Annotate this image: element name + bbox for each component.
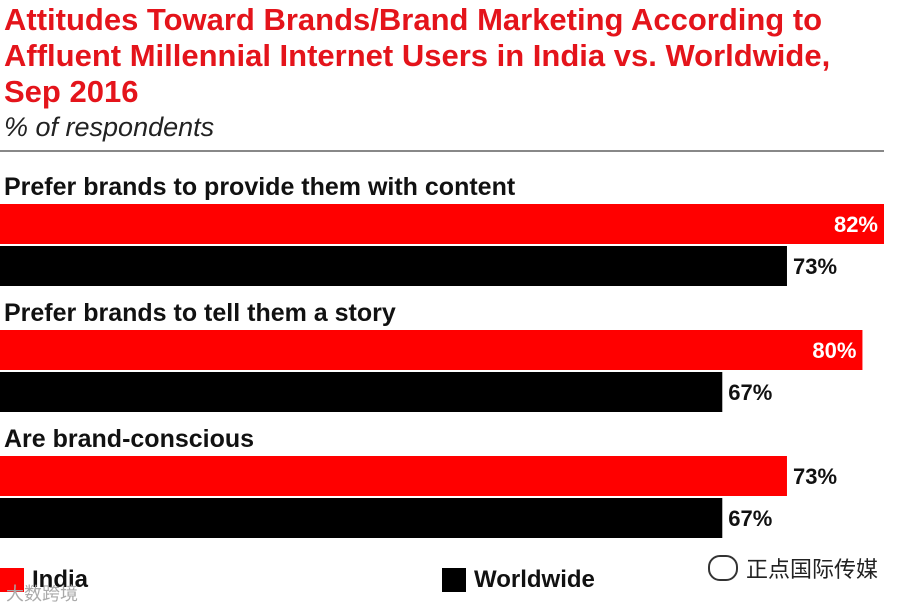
bar-india xyxy=(0,204,884,244)
wechat-watermark-text: 正点国际传媒 xyxy=(745,557,878,582)
legend-item-india: India xyxy=(0,566,88,594)
wechat-icon xyxy=(707,555,738,581)
legend-item-worldwide: Worldwide xyxy=(442,566,595,594)
legend-swatch-worldwide xyxy=(442,568,466,592)
legend-swatch-india xyxy=(0,568,24,592)
data-label-india: 82% xyxy=(834,212,878,237)
bar-chart: Prefer brands to provide them with conte… xyxy=(0,173,884,538)
chart-subtitle: % of respondents xyxy=(4,112,215,142)
bar-india xyxy=(0,330,863,370)
data-label-india: 80% xyxy=(812,338,856,363)
data-label-india: 73% xyxy=(793,464,837,489)
bar-worldwide xyxy=(0,498,723,538)
wechat-watermark: 正点国际传媒 xyxy=(707,552,878,584)
bar-india xyxy=(0,456,787,496)
corner-watermark: 大数跨境 xyxy=(6,584,78,604)
category-label: Prefer brands to provide them with conte… xyxy=(4,173,516,201)
data-label-worldwide: 73% xyxy=(793,254,837,279)
data-label-worldwide: 67% xyxy=(728,506,772,531)
data-label-worldwide: 67% xyxy=(728,380,772,405)
bar-worldwide xyxy=(0,246,787,286)
chart-title: Attitudes Toward Brands/Brand Marketing … xyxy=(4,2,831,109)
chart-legend: India Worldwide xyxy=(0,560,900,606)
legend-label-india: India xyxy=(32,566,89,593)
category-label: Prefer brands to tell them a story xyxy=(4,299,396,327)
title-divider xyxy=(0,150,884,152)
legend-label-worldwide: Worldwide xyxy=(474,566,595,593)
category-label: Are brand-conscious xyxy=(4,425,254,453)
bar-worldwide xyxy=(0,372,723,412)
